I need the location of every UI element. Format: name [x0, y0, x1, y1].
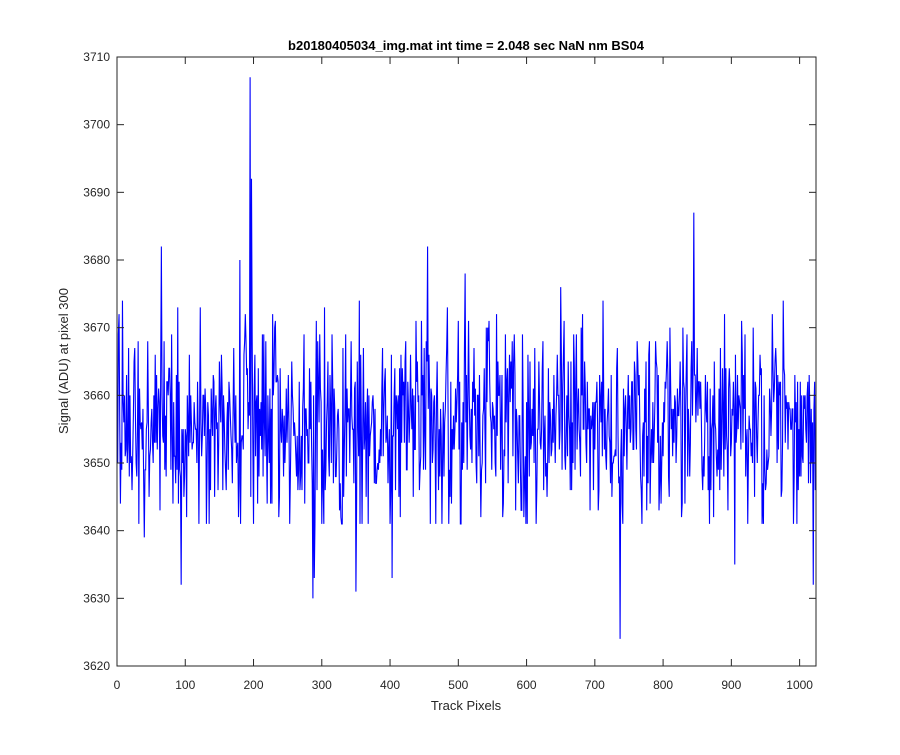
x-tick-label: 300 [312, 678, 332, 692]
x-tick-label: 900 [721, 678, 741, 692]
y-tick-label: 3620 [83, 659, 110, 673]
x-axis-ticks: 0 100 200 300 400 500 600 700 800 900 1000 [114, 57, 813, 692]
x-tick-label: 100 [175, 678, 195, 692]
x-tick-label: 800 [653, 678, 673, 692]
x-tick-label: 600 [517, 678, 537, 692]
chart-title: b20180405034_img.mat int time = 2.048 se… [288, 38, 645, 53]
x-tick-label: 0 [114, 678, 121, 692]
y-axis-label: Signal (ADU) at pixel 300 [56, 288, 71, 434]
x-tick-label: 1000 [786, 678, 813, 692]
y-tick-label: 3630 [83, 591, 110, 605]
y-tick-label: 3670 [83, 321, 110, 335]
x-tick-label: 400 [380, 678, 400, 692]
y-tick-label: 3650 [83, 456, 110, 470]
x-tick-label: 500 [448, 678, 468, 692]
y-axis-ticks: 3620 3630 3640 3650 3660 3670 3680 3690 3700 3710 [83, 50, 816, 673]
y-tick-label: 3700 [83, 118, 110, 132]
series-layer [117, 77, 817, 639]
y-tick-label: 3710 [83, 50, 110, 64]
y-tick-label: 3660 [83, 388, 110, 402]
x-axis-label: Track Pixels [431, 698, 502, 713]
plot-area-box [116, 56, 817, 667]
y-tick-label: 3690 [83, 185, 110, 199]
x-tick-label: 700 [585, 678, 605, 692]
signal-series-line [117, 77, 817, 639]
x-tick-label: 200 [244, 678, 264, 692]
y-tick-label: 3640 [83, 524, 110, 538]
y-tick-label: 3680 [83, 253, 110, 267]
